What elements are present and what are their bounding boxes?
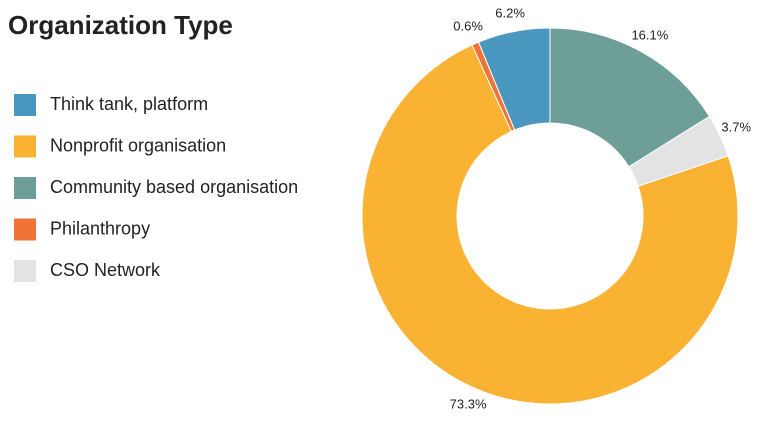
data-label: 6.2% [495, 5, 525, 20]
legend-label: Philanthropy [50, 218, 150, 238]
data-label: 73.3% [450, 396, 487, 411]
legend-label: Nonprofit organisation [50, 135, 226, 155]
legend-label: CSO Network [50, 260, 161, 280]
legend-swatch [14, 135, 36, 158]
data-label: 0.6% [453, 18, 483, 33]
chart-title: Organization Type [8, 10, 233, 40]
donut-slice [477, 27, 551, 131]
donut-slice [361, 44, 739, 405]
legend-swatch [14, 177, 36, 199]
legend-swatch [14, 218, 36, 241]
legend-swatch [14, 94, 36, 116]
legend-label: Community based organisation [50, 177, 298, 197]
donut-slice [549, 27, 711, 168]
data-label: 16.1% [631, 27, 668, 42]
legend-label: Think tank, platform [50, 94, 208, 114]
legend-swatch [14, 260, 36, 282]
data-label: 3.7% [721, 119, 751, 134]
